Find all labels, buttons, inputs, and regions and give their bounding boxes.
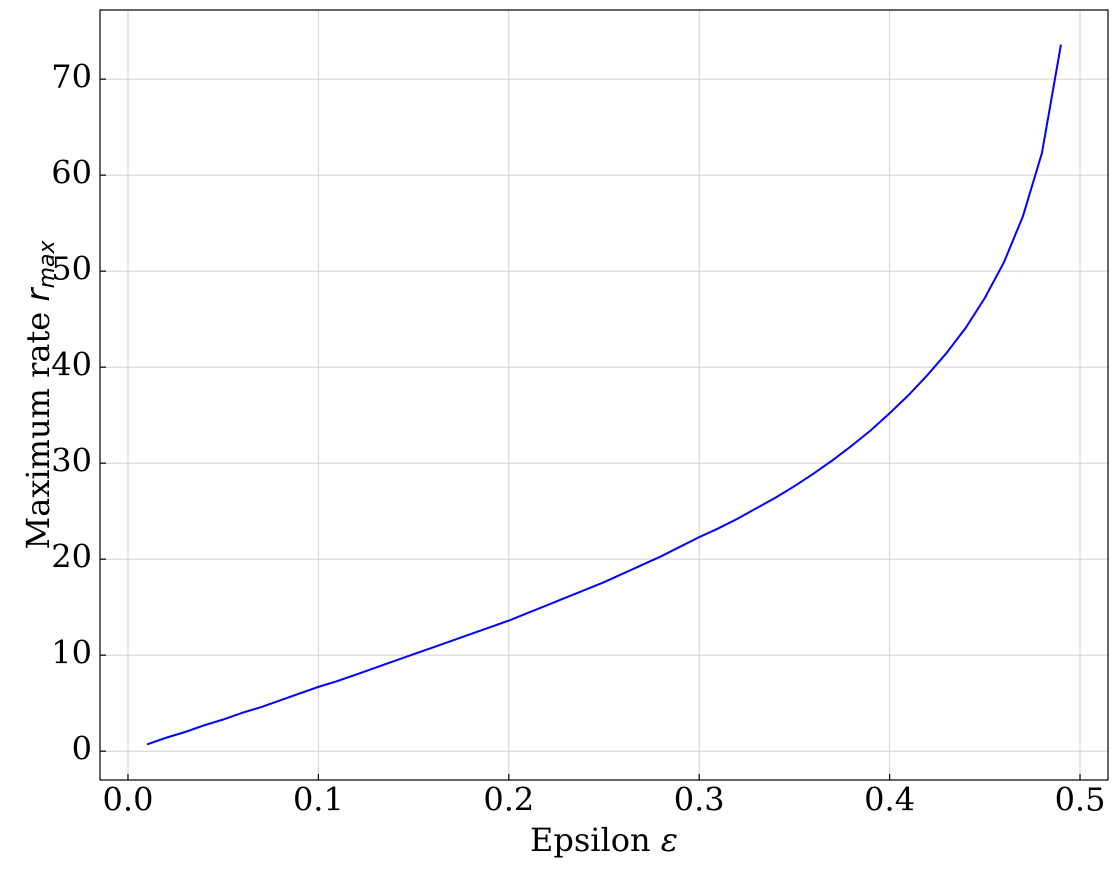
data-line (146, 44, 1062, 746)
plot-frame (99, 9, 1109, 781)
y-axis-label: Maximum rate rmax (19, 240, 61, 550)
x-tick-label: 0.0 (103, 781, 154, 819)
x-tick-label: 0.2 (483, 781, 534, 819)
x-tick-label: 0.4 (864, 781, 915, 819)
y-tick-label: 50 (51, 250, 92, 288)
x-tick-label: 0.5 (1055, 781, 1106, 819)
y-tick-label: 70 (51, 58, 92, 96)
x-tick-label: 0.1 (293, 781, 344, 819)
y-tick-label: 0 (72, 730, 92, 768)
y-tick-label: 30 (51, 442, 92, 480)
y-tick-label: 10 (51, 634, 92, 672)
x-axis-label: Epsilon ε (530, 821, 678, 859)
y-tick-label: 20 (51, 538, 92, 576)
y-tick-label: 40 (51, 346, 92, 384)
x-tick-label: 0.3 (674, 781, 725, 819)
y-tick-label: 60 (51, 154, 92, 192)
